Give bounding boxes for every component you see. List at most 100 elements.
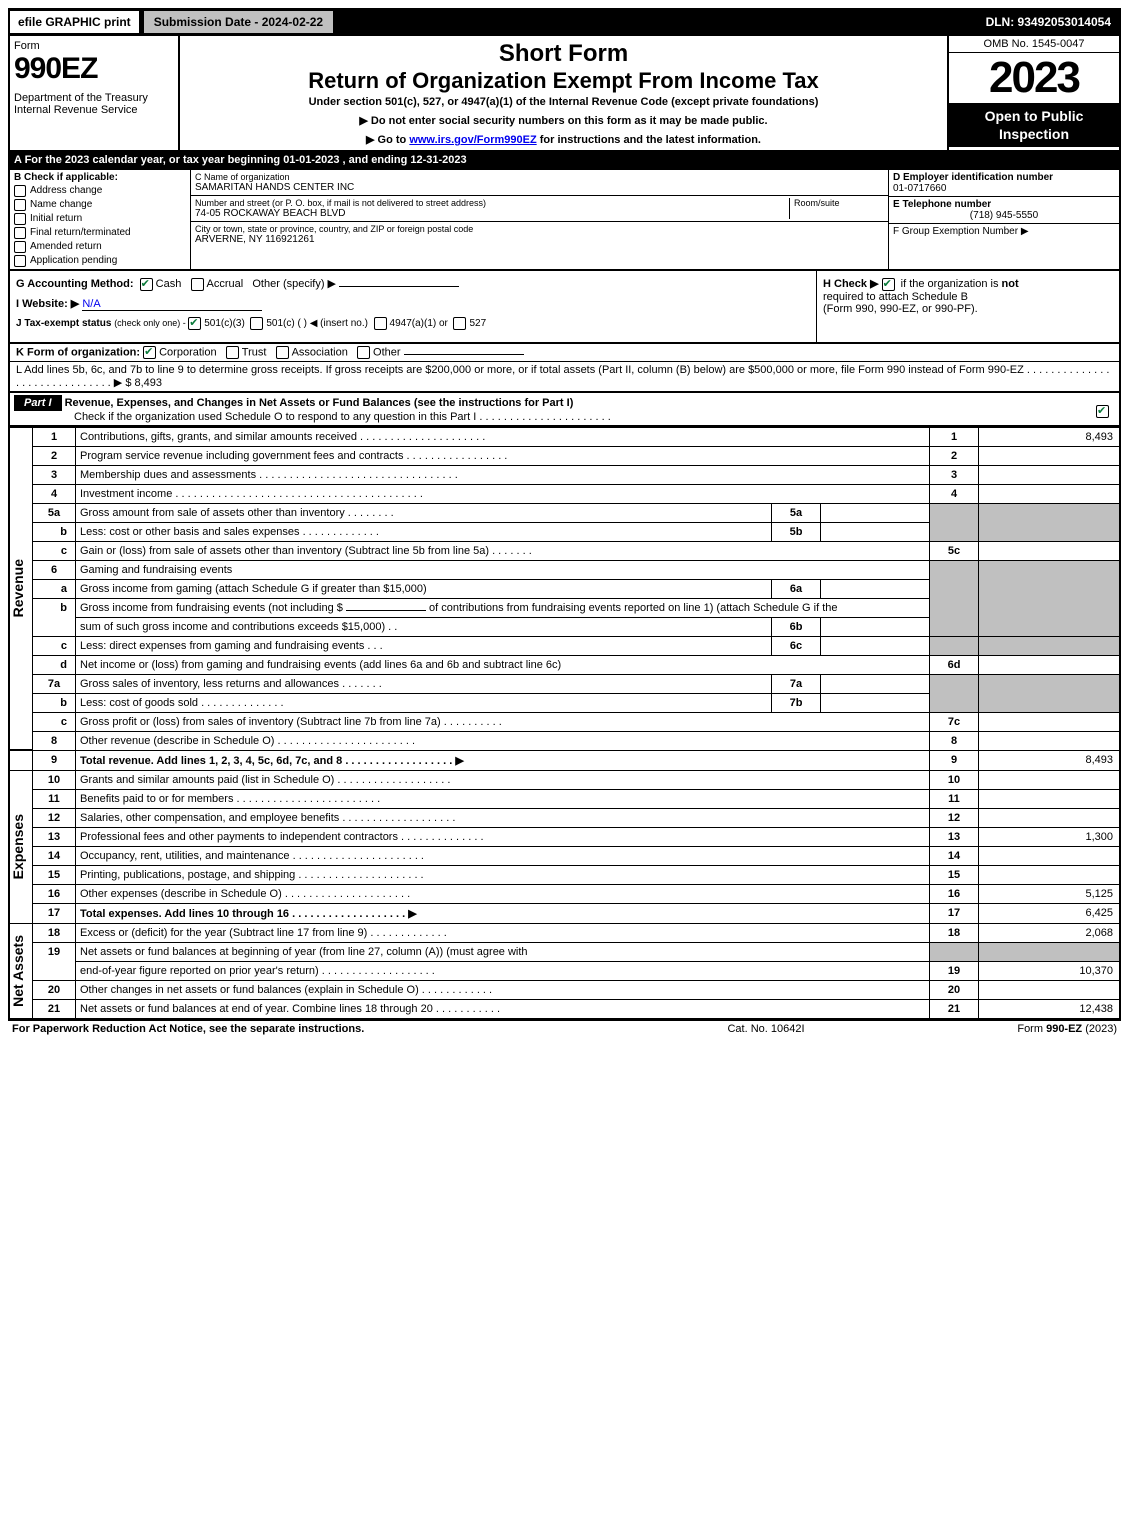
line-14-rnum: 14 — [930, 846, 979, 865]
checkbox-icon[interactable] — [14, 185, 26, 197]
j-small: (check only one) - — [114, 318, 188, 328]
part-i-label: Part I — [14, 395, 62, 411]
e-label: E Telephone number — [893, 199, 1115, 210]
line-10-value — [979, 770, 1121, 789]
checkbox-icon[interactable] — [14, 241, 26, 253]
line-5a-inta: 5a — [772, 503, 821, 522]
line-10-desc: Grants and similar amounts paid (list in… — [76, 770, 930, 789]
rev-end — [9, 750, 33, 770]
goto-prefix: ▶ Go to — [366, 134, 409, 146]
checkbox-trust[interactable] — [226, 346, 239, 359]
b-opt-final[interactable]: Final return/terminated — [14, 227, 186, 239]
irs-link[interactable]: www.irs.gov/Form990EZ — [409, 134, 536, 146]
line-3-num: 3 — [33, 465, 76, 484]
line-20-num: 20 — [33, 980, 76, 999]
org-address: 74-05 ROCKAWAY BEACH BLVD — [195, 208, 789, 219]
line-6c-gray — [930, 636, 979, 655]
line-6d-value — [979, 655, 1121, 674]
line-18-rnum: 18 — [930, 923, 979, 942]
org-city: ARVERNE, NY 116921261 — [195, 234, 884, 245]
line-1-num: 1 — [33, 427, 76, 446]
line-2-rnum: 2 — [930, 446, 979, 465]
efile-print-label[interactable]: efile GRAPHIC print — [10, 11, 139, 33]
line-8-rnum: 8 — [930, 731, 979, 750]
expenses-label: Expenses — [9, 770, 33, 923]
line-7a: 7a Gross sales of inventory, less return… — [9, 674, 1120, 693]
checkbox-icon[interactable] — [14, 255, 26, 267]
line-2: 2 Program service revenue including gove… — [9, 446, 1120, 465]
b-opt-initial[interactable]: Initial return — [14, 213, 186, 225]
line-1-value: 8,493 — [979, 427, 1121, 446]
line-7b-desc: Less: cost of goods sold . . . . . . . .… — [76, 693, 772, 712]
h-text2: if the organization is — [901, 278, 1002, 290]
b-opt-address[interactable]: Address change — [14, 185, 186, 197]
line-16-value: 5,125 — [979, 884, 1121, 903]
line-3-rnum: 3 — [930, 465, 979, 484]
line-13-num: 13 — [33, 827, 76, 846]
line-7-grayv — [979, 674, 1121, 712]
title-short-form: Short Form — [188, 40, 939, 68]
checkbox-icon[interactable] — [14, 213, 26, 225]
line-1-rnum: 1 — [930, 427, 979, 446]
checkbox-icon[interactable] — [14, 199, 26, 211]
line-19-num: 19 — [33, 942, 76, 980]
checkbox-schedule-o[interactable] — [1096, 405, 1109, 418]
line-10-rnum: 10 — [930, 770, 979, 789]
line-20-value — [979, 980, 1121, 999]
b-opt-initial-label: Initial return — [30, 213, 82, 224]
org-name: SAMARITAN HANDS CENTER INC — [195, 182, 884, 193]
header-left: Form 990EZ Department of the Treasury In… — [10, 36, 180, 150]
checkbox-schedule-b[interactable] — [882, 278, 895, 291]
checkbox-assoc[interactable] — [276, 346, 289, 359]
checkbox-icon[interactable] — [14, 227, 26, 239]
website-value[interactable]: N/A — [82, 298, 262, 311]
form-number: 990EZ — [14, 52, 174, 86]
g-other-input[interactable] — [339, 286, 459, 287]
j-opt3: 4947(a)(1) or — [390, 318, 448, 329]
tax-year: 2023 — [949, 53, 1119, 103]
line-6c-num: c — [33, 636, 76, 655]
b-opt-amended[interactable]: Amended return — [14, 241, 186, 253]
part-i-check[interactable] — [1089, 393, 1119, 418]
checkbox-501c[interactable] — [250, 317, 263, 330]
line-6-grayv — [979, 560, 1121, 636]
checkbox-527[interactable] — [453, 317, 466, 330]
line-19-grayv — [979, 942, 1121, 961]
line-5a-num: 5a — [33, 503, 76, 522]
line-20-desc: Other changes in net assets or fund bala… — [76, 980, 930, 999]
line-11-num: 11 — [33, 789, 76, 808]
b-opt-pending[interactable]: Application pending — [14, 255, 186, 267]
checkbox-corp[interactable] — [143, 346, 156, 359]
line-6b-desc2: sum of such gross income and contributio… — [76, 617, 772, 636]
line-2-value — [979, 446, 1121, 465]
checkbox-other[interactable] — [357, 346, 370, 359]
h-text4: (Form 990, 990-EZ, or 990-PF). — [823, 303, 1113, 315]
line-8-desc: Other revenue (describe in Schedule O) .… — [76, 731, 930, 750]
line-4: 4 Investment income . . . . . . . . . . … — [9, 484, 1120, 503]
line-5c-desc: Gain or (loss) from sale of assets other… — [76, 541, 930, 560]
line-21: 21 Net assets or fund balances at end of… — [9, 999, 1120, 1019]
b-opt-name[interactable]: Name change — [14, 199, 186, 211]
line-7a-intv — [821, 674, 930, 693]
k-assoc: Association — [292, 346, 348, 358]
k-label: K Form of organization: — [16, 346, 143, 358]
footer-right: Form 990-EZ (2023) — [1017, 1023, 1117, 1035]
section-b-to-f: B Check if applicable: Address change Na… — [8, 170, 1121, 271]
checkbox-501c3[interactable] — [188, 317, 201, 330]
line-6b-amount[interactable] — [346, 610, 426, 611]
line-18-desc: Excess or (deficit) for the year (Subtra… — [76, 923, 930, 942]
line-5c-value — [979, 541, 1121, 560]
checkbox-accrual[interactable] — [191, 278, 204, 291]
k-other-input[interactable] — [404, 354, 524, 355]
line-2-num: 2 — [33, 446, 76, 465]
k-form-org: K Form of organization: Corporation Trus… — [10, 344, 1119, 362]
j-opt1: 501(c)(3) — [204, 318, 245, 329]
i-label: I Website: ▶ — [16, 298, 79, 310]
line-12-desc: Salaries, other compensation, and employ… — [76, 808, 930, 827]
line-19-desc1: Net assets or fund balances at beginning… — [76, 942, 930, 961]
j-opt4: 527 — [469, 318, 486, 329]
line-6: 6 Gaming and fundraising events — [9, 560, 1120, 579]
line-10-num: 10 — [33, 770, 76, 789]
checkbox-cash[interactable] — [140, 278, 153, 291]
checkbox-4947[interactable] — [374, 317, 387, 330]
